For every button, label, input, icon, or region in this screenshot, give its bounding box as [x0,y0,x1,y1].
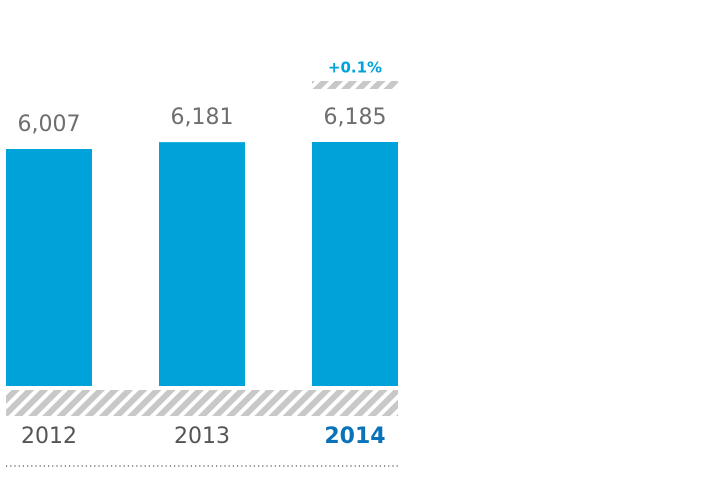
axis-band [6,390,398,416]
value-label: 6,185 [324,105,387,130]
x-tick-label: 2014 [324,424,385,449]
bar [159,142,245,386]
annotation: +0.1% [328,58,382,76]
annotation-band [312,80,398,89]
bar [312,141,398,386]
value-label: 6,181 [171,105,234,130]
bar [6,149,92,386]
x-tick-label: 2013 [174,424,230,449]
x-tick-label: 2012 [21,424,77,449]
value-label: 6,007 [18,112,81,137]
